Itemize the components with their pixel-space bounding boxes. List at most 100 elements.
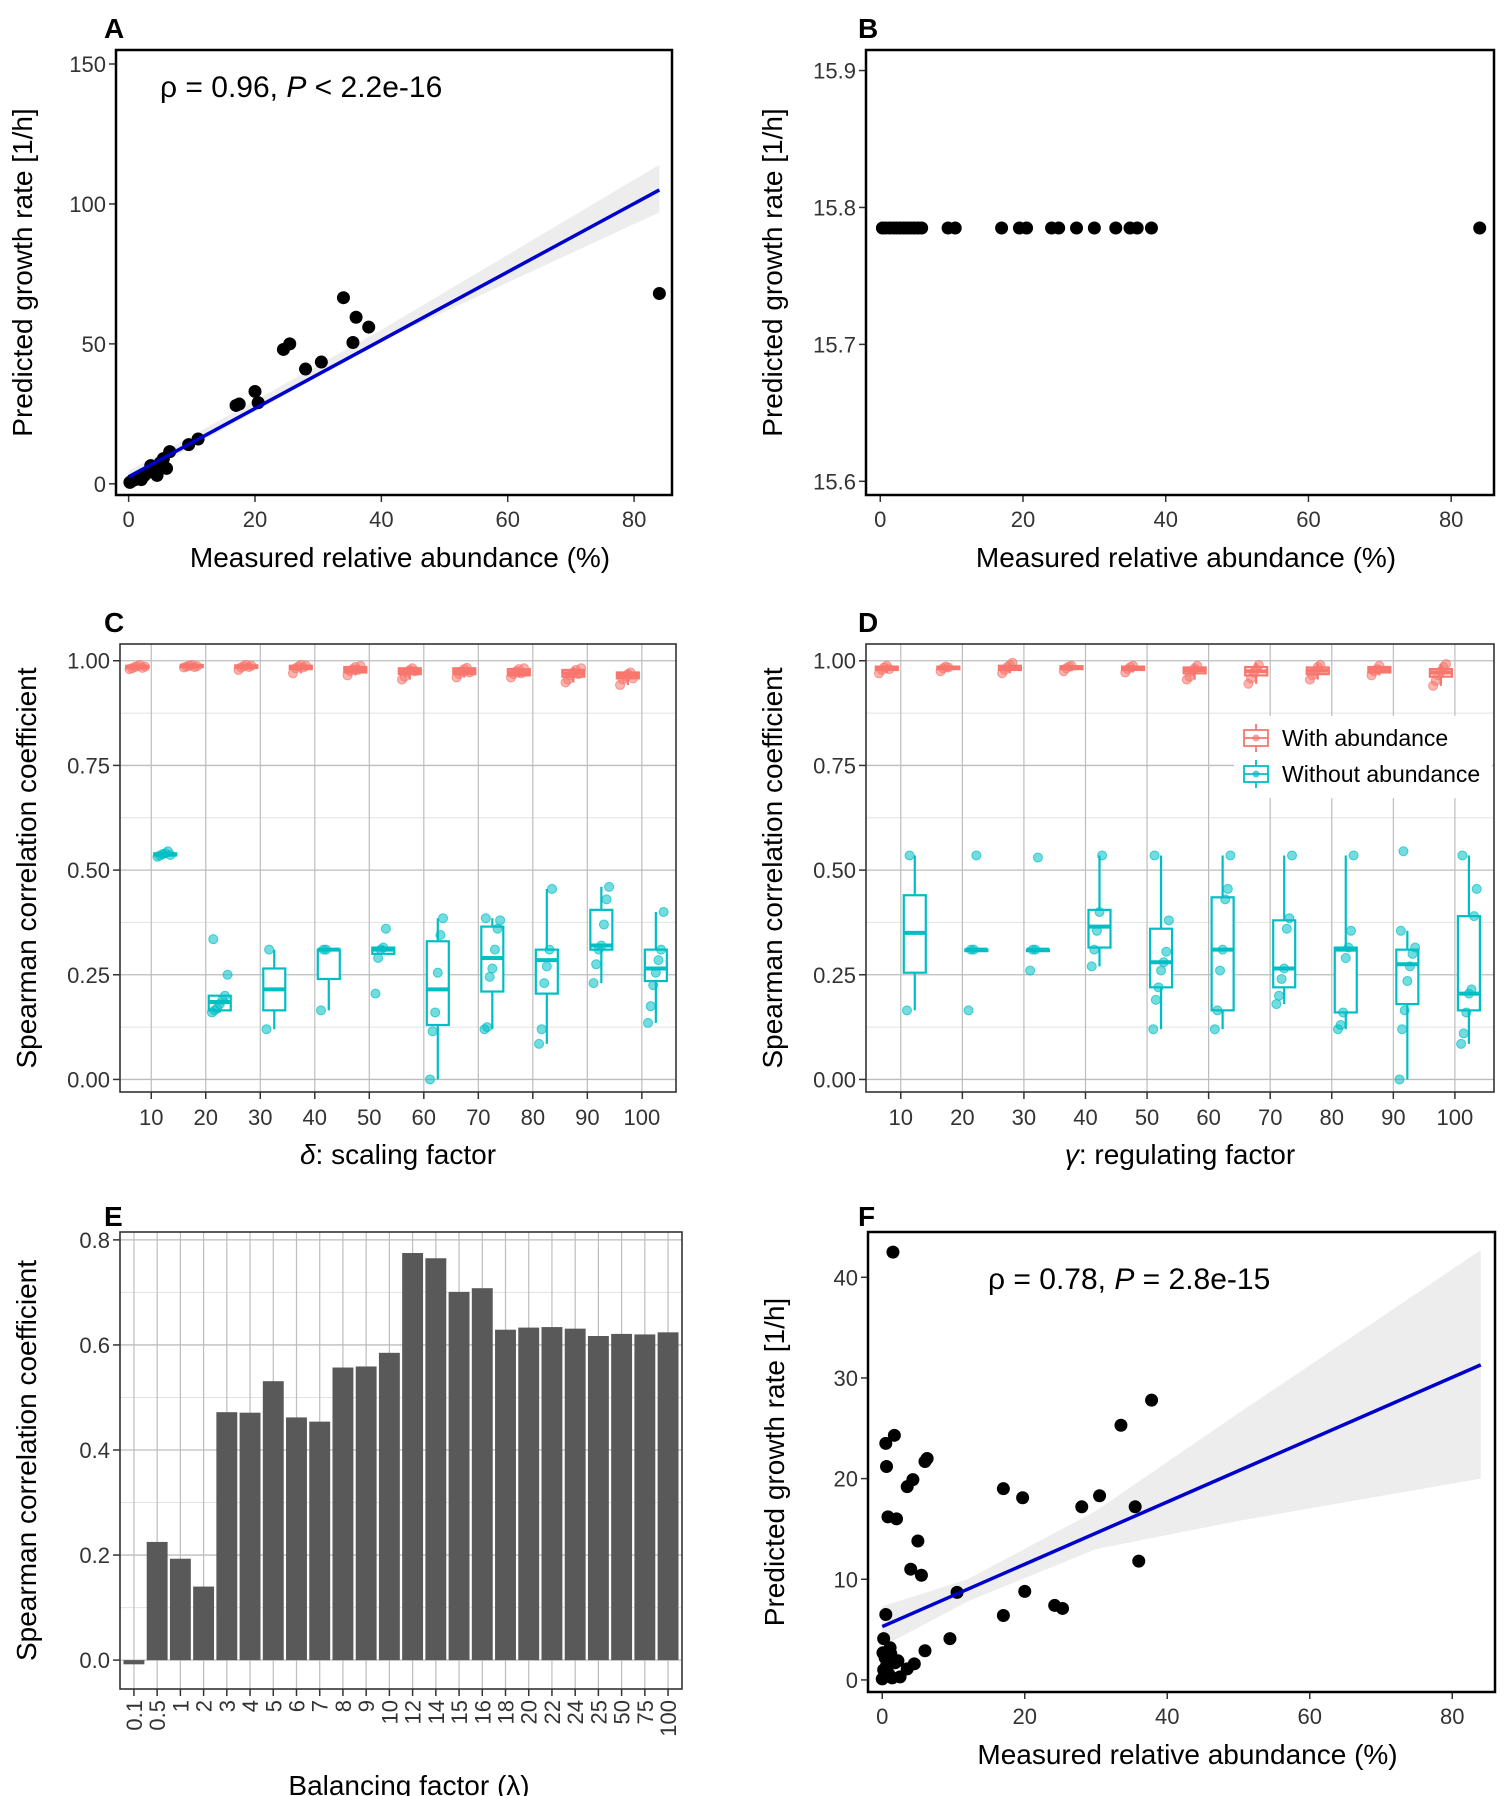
y-tick-label: 15.8 bbox=[813, 195, 856, 220]
x-tick-label: 6 bbox=[284, 1700, 309, 1712]
x-tick-label: 18 bbox=[494, 1700, 519, 1724]
x-tick-label: 40 bbox=[1073, 1105, 1097, 1130]
jitter-point bbox=[1192, 660, 1203, 671]
jitter-point bbox=[643, 1017, 654, 1028]
x-tick-label: 80 bbox=[1440, 1704, 1464, 1729]
x-tick-label: 4 bbox=[238, 1700, 263, 1712]
y-axis-title: Spearman correlation coefficient bbox=[11, 1260, 42, 1661]
x-tick-label: 90 bbox=[575, 1105, 599, 1130]
jitter-point bbox=[264, 944, 275, 955]
data-point bbox=[948, 221, 962, 235]
jitter-point bbox=[1458, 1028, 1469, 1039]
jitter-point bbox=[1156, 965, 1167, 976]
jitter-point bbox=[219, 990, 230, 1001]
data-point bbox=[1130, 221, 1144, 235]
panel-label: A bbox=[104, 13, 124, 44]
x-tick-label: 20 bbox=[950, 1105, 974, 1130]
jitter-point bbox=[438, 913, 449, 924]
p-value-text: = 2.8e-15 bbox=[1134, 1263, 1270, 1296]
plot-border bbox=[864, 48, 1496, 497]
data-point bbox=[299, 362, 313, 376]
plot-background bbox=[120, 644, 676, 1092]
jitter-point bbox=[1025, 965, 1036, 976]
jitter-point bbox=[246, 660, 257, 671]
jitter-point bbox=[373, 953, 384, 964]
jitter-point bbox=[1212, 1005, 1223, 1016]
data-point bbox=[336, 291, 350, 305]
y-tick-label: 15.9 bbox=[813, 59, 856, 84]
jitter-point bbox=[968, 944, 979, 955]
jitter-point bbox=[1271, 999, 1282, 1010]
boxplot-without-abundance bbox=[479, 913, 506, 1035]
boxplot-with-abundance bbox=[1366, 660, 1392, 681]
bar bbox=[402, 1253, 424, 1661]
y-tick-label: 0.75 bbox=[813, 753, 856, 778]
data-point bbox=[996, 1482, 1010, 1496]
legend-label: Without abundance bbox=[1282, 761, 1480, 787]
jitter-point bbox=[1273, 990, 1284, 1001]
x-tick-label: 24 bbox=[563, 1700, 588, 1724]
data-point bbox=[1070, 221, 1084, 235]
data-point bbox=[1132, 1554, 1146, 1568]
x-axis-symbol: δ bbox=[300, 1139, 316, 1170]
y-tick-label: 1.00 bbox=[67, 649, 110, 674]
plot-border bbox=[119, 643, 677, 1093]
x-tick-label: 16 bbox=[470, 1700, 495, 1724]
correlation-annotation: ρ = 0.96, P < 2.2e-16 bbox=[160, 71, 442, 104]
x-tick-label: 75 bbox=[633, 1700, 658, 1724]
boxplot-without-abundance bbox=[534, 883, 559, 1049]
y-tick-label: 0.25 bbox=[813, 963, 856, 988]
boxplot-with-abundance bbox=[233, 659, 259, 675]
boxplot-with-abundance bbox=[397, 663, 422, 685]
jitter-point bbox=[591, 959, 602, 970]
data-point bbox=[1109, 221, 1123, 235]
jitter-point bbox=[1394, 1074, 1405, 1085]
jitter-point bbox=[539, 978, 550, 989]
data-point bbox=[1056, 1601, 1070, 1615]
data-point bbox=[915, 221, 929, 235]
y-tick-label: 0.25 bbox=[67, 963, 110, 988]
x-tick-label: 2 bbox=[192, 1700, 217, 1712]
data-point bbox=[1018, 1584, 1032, 1598]
jitter-point bbox=[544, 944, 555, 955]
data-point bbox=[1087, 221, 1101, 235]
jitter-point bbox=[1335, 1020, 1346, 1031]
jitter-point bbox=[1315, 659, 1326, 670]
jitter-point bbox=[300, 660, 311, 671]
jitter-point bbox=[1457, 850, 1468, 861]
legend-background bbox=[1234, 716, 1492, 798]
jitter-point bbox=[1097, 850, 1108, 861]
jitter-point bbox=[1158, 957, 1169, 968]
boxplot-without-abundance bbox=[370, 923, 396, 999]
jitter-point bbox=[1456, 1038, 1467, 1049]
jitter-point bbox=[484, 971, 495, 982]
jitter-point bbox=[427, 1026, 438, 1037]
boxplot-with-abundance bbox=[1428, 659, 1454, 691]
x-tick-label: 0.1 bbox=[122, 1700, 147, 1731]
x-tick-label: 40 bbox=[1153, 507, 1177, 532]
jitter-point bbox=[1281, 923, 1292, 934]
x-tick-label: 0 bbox=[876, 1704, 888, 1729]
bar bbox=[425, 1258, 447, 1661]
jitter-point bbox=[901, 1005, 912, 1016]
data-point bbox=[880, 1659, 894, 1673]
boxplot-with-abundance bbox=[997, 657, 1023, 679]
box bbox=[316, 948, 341, 981]
boxplot-without-abundance bbox=[588, 881, 615, 989]
x-tick-label: 9 bbox=[354, 1700, 379, 1712]
jitter-point bbox=[315, 1005, 326, 1016]
x-tick-label: 80 bbox=[1439, 507, 1463, 532]
jitter-point bbox=[1253, 659, 1264, 670]
panel-c: C 0.00 0.25 0.50 0.75 1.00 10 20 30 40 50 60 70 80 90 1… bbox=[11, 607, 677, 1170]
x-tick-label: 22 bbox=[540, 1700, 565, 1724]
data-point bbox=[891, 1654, 905, 1668]
y-tick-label: 100 bbox=[69, 192, 106, 217]
jitter-point bbox=[1217, 944, 1228, 955]
data-point bbox=[911, 1534, 925, 1548]
data-point bbox=[283, 337, 297, 351]
jitter-point bbox=[1149, 850, 1160, 861]
jitter-point bbox=[536, 1024, 547, 1035]
x-tick-label: 80 bbox=[1320, 1105, 1344, 1130]
data-point bbox=[875, 1672, 889, 1686]
